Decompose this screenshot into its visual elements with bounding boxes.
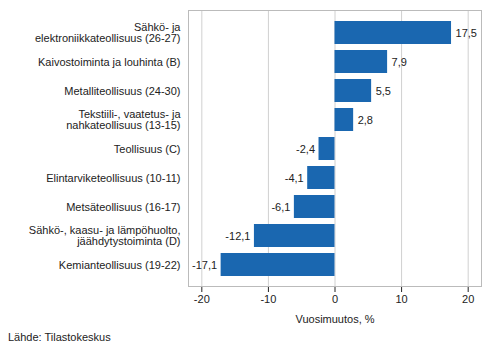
svg-text:-4,1: -4,1	[285, 172, 304, 184]
svg-text:17,5: 17,5	[456, 27, 477, 39]
svg-text:Kemianteollisuus (19-22): Kemianteollisuus (19-22)	[59, 259, 181, 271]
svg-text:Vuosimuutos, %: Vuosimuutos, %	[295, 313, 374, 325]
svg-text:Metsäteollisuus (16-17): Metsäteollisuus (16-17)	[66, 201, 180, 213]
svg-text:7,9: 7,9	[392, 56, 407, 68]
svg-text:2,8: 2,8	[358, 114, 373, 126]
svg-text:Sähkö- jaelektroniikkateollisu: Sähkö- jaelektroniikkateollisuus (26-27)	[35, 21, 181, 44]
svg-text:0: 0	[332, 293, 338, 305]
svg-text:-20: -20	[194, 293, 210, 305]
svg-text:Sähkö-, kaasu- ja lämpöhuolto,: Sähkö-, kaasu- ja lämpöhuolto,jäähdytyst…	[29, 224, 181, 247]
svg-text:10: 10	[395, 293, 407, 305]
svg-text:Tekstiili-, vaatetus- janahkat: Tekstiili-, vaatetus- janahkateollisuus …	[66, 108, 181, 131]
svg-text:Metalliteollisuus (24-30): Metalliteollisuus (24-30)	[64, 85, 180, 97]
svg-text:-10: -10	[260, 293, 276, 305]
svg-text:Elintarviketeollisuus (10-11): Elintarviketeollisuus (10-11)	[46, 172, 180, 184]
svg-text:-12,1: -12,1	[225, 230, 250, 242]
svg-text:-2,4: -2,4	[296, 143, 315, 155]
svg-text:-6,1: -6,1	[271, 201, 290, 213]
svg-text:5,5: 5,5	[376, 85, 391, 97]
svg-text:-17,1: -17,1	[192, 259, 217, 271]
html-text:Lähde: Tilastokeskus: Lähde: Tilastokeskus	[8, 331, 111, 343]
svg-text:20: 20	[462, 293, 474, 305]
svg-text:Teollisuus (C): Teollisuus (C)	[114, 143, 181, 155]
svg-text:Kaivostoiminta ja louhinta (B): Kaivostoiminta ja louhinta (B)	[38, 56, 180, 68]
